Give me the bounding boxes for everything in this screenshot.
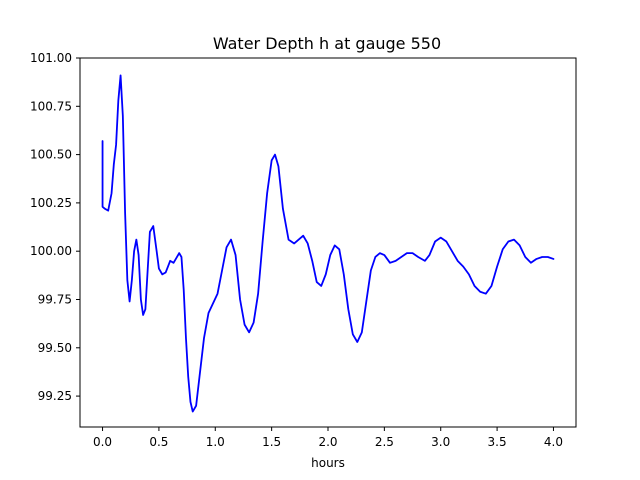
y-tick-label: 99.50	[38, 341, 72, 355]
x-tick-label: 1.5	[262, 435, 281, 449]
x-tick-label: 0.0	[93, 435, 112, 449]
y-tick-label: 100.75	[30, 99, 72, 113]
series-line	[101, 74, 555, 413]
x-tick-label: 0.5	[149, 435, 168, 449]
y-tick-label: 100.00	[30, 244, 72, 258]
y-tick-label: 101.00	[30, 51, 72, 65]
x-tick-label: 2.0	[318, 435, 337, 449]
x-tick-label: 3.0	[431, 435, 450, 449]
x-tick-label: 3.5	[488, 435, 507, 449]
x-tick-label: 1.0	[206, 435, 225, 449]
y-tick-label: 99.25	[38, 389, 72, 403]
y-tick-label: 99.75	[38, 292, 72, 306]
chart-title: Water Depth h at gauge 550	[213, 34, 441, 53]
y-tick-label: 100.25	[30, 196, 72, 210]
x-axis-label: hours	[311, 456, 345, 470]
x-tick-label: 2.5	[375, 435, 394, 449]
y-axis: 99.25 99.50 99.75 100.00 100.25 100.50 100.75 1…	[30, 51, 80, 403]
y-tick-label: 100.50	[30, 148, 72, 162]
x-axis: 0.0 0.5 1.0 1.5 2.0 2.5 3.0 3.5 4.0	[93, 427, 563, 449]
x-tick-label: 4.0	[544, 435, 563, 449]
